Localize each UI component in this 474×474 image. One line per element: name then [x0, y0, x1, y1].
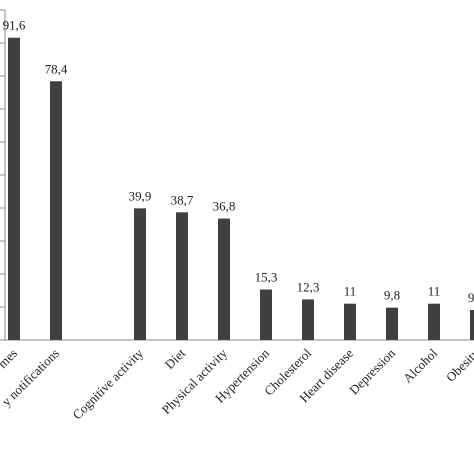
x-tick-label: Obesity	[443, 345, 474, 385]
value-label: 38,7	[171, 192, 194, 207]
value-label: 9,1	[468, 290, 474, 305]
value-label: 9,8	[384, 288, 400, 303]
x-tick-label: mes	[0, 346, 20, 371]
value-label: 36,8	[213, 199, 236, 214]
value-label: 12,3	[297, 279, 320, 294]
bar	[134, 208, 146, 340]
x-tick-label: Depression	[346, 345, 398, 397]
value-label: 39,9	[129, 188, 152, 203]
value-label: 78,4	[45, 61, 68, 76]
bar	[260, 289, 272, 340]
bar	[344, 303, 356, 340]
bar	[176, 212, 188, 340]
value-label: 11	[428, 284, 441, 299]
x-tick-label: Diet	[162, 345, 189, 372]
x-tick-label: Cognitive activity	[69, 345, 146, 422]
bar	[428, 303, 440, 340]
bar	[302, 299, 314, 340]
x-tick-label: Alcohol	[400, 345, 440, 385]
value-label: 91,6	[3, 18, 26, 33]
value-label: 11	[344, 284, 357, 299]
bar	[470, 309, 474, 340]
value-label: 15,3	[255, 270, 278, 285]
bar	[8, 37, 20, 340]
bar	[386, 307, 398, 340]
bar	[50, 81, 62, 340]
bar	[218, 218, 230, 340]
